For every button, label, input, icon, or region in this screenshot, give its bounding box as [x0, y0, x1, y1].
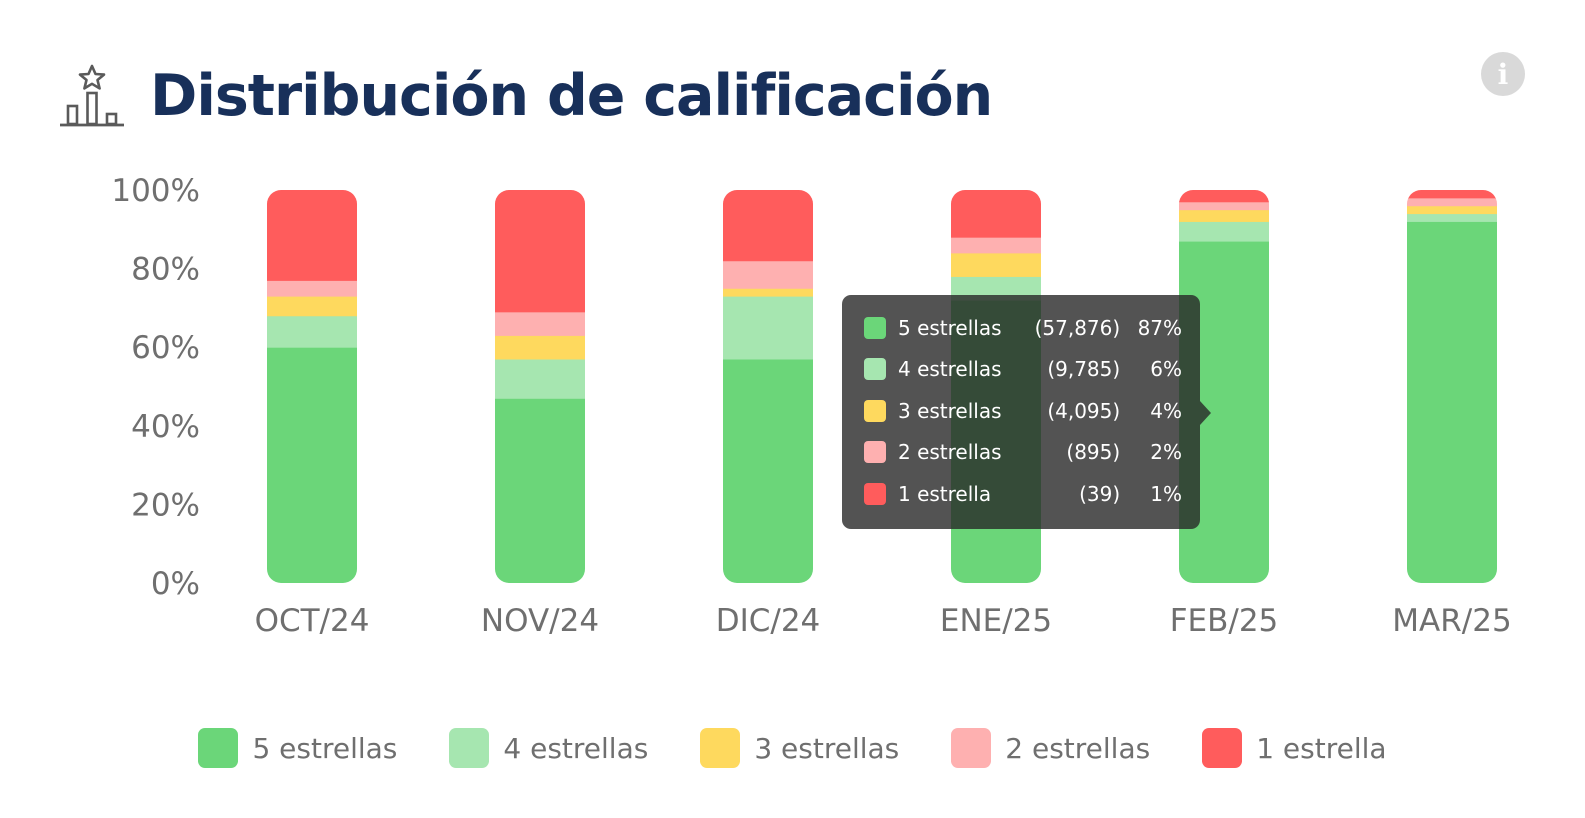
bar-segment-4-estrellas[interactable] — [723, 296, 813, 360]
bars — [267, 190, 1497, 584]
tooltip-swatch-4 — [864, 358, 886, 381]
y-tick-label: 100% — [111, 173, 200, 209]
legend-label: 4 estrellas — [503, 731, 649, 765]
y-tick-label: 0% — [151, 566, 200, 602]
legend-item-2-estrellas[interactable]: 2 estrellas — [951, 728, 1150, 768]
stacked-bar-chart: 0% 20% 40% 60% 80% 100% OCT/24 NOV/24 DIC/24 ENE… — [111, 173, 1512, 639]
legend-swatch — [1202, 728, 1243, 768]
bar-segment-3-estrellas[interactable] — [951, 252, 1041, 277]
bar-segment-4-estrellas[interactable] — [1179, 221, 1269, 242]
tooltip-swatch-2 — [864, 441, 886, 464]
bar-segment-5-estrellas[interactable] — [723, 358, 813, 584]
bar-segment-2-estrellas[interactable] — [495, 311, 585, 336]
legend-item-4-estrellas[interactable]: 4 estrellas — [449, 728, 648, 768]
info-glyph: i — [1497, 57, 1509, 91]
y-tick-label: 40% — [131, 409, 200, 445]
bar-segment-5-estrellas[interactable] — [495, 398, 585, 583]
legend-swatch — [700, 728, 741, 768]
tooltip-label: 4 estrellas — [898, 357, 1002, 382]
legend-item-3-estrellas[interactable]: 3 estrellas — [700, 728, 899, 768]
y-tick-label: 20% — [131, 487, 200, 523]
legend-label: 5 estrellas — [252, 731, 398, 765]
tooltip-label: 3 estrellas — [898, 398, 1002, 423]
bar-segment-1-estrella[interactable] — [495, 190, 585, 313]
legend-label: 2 estrellas — [1005, 731, 1151, 765]
tooltip-row-2: 2 estrellas (895) 2% — [864, 432, 1182, 474]
tooltip-label: 2 estrellas — [898, 440, 1002, 465]
bar-segment-2-estrellas[interactable] — [267, 280, 357, 297]
bar-segment-3-estrellas[interactable] — [267, 296, 357, 317]
legend-item-5-estrellas[interactable]: 5 estrellas — [198, 728, 397, 768]
tooltip-row-4: 4 estrellas (9,785) 6% — [864, 349, 1182, 391]
legend-label: 1 estrella — [1256, 731, 1387, 765]
tooltip: 5 estrellas (57,876) 87% 4 estrellas (9,… — [842, 295, 1211, 529]
bar-segment-1-estrella[interactable] — [723, 190, 813, 262]
info-icon[interactable]: i — [1481, 52, 1525, 96]
tooltip-pct: 6% — [1150, 357, 1183, 382]
legend-label: 3 estrellas — [754, 731, 900, 765]
bar-oct-24[interactable] — [267, 190, 357, 584]
bar-segment-4-estrellas[interactable] — [267, 315, 357, 348]
tooltip-row-1: 1 estrella (39) 1% — [864, 473, 1182, 515]
legend-swatch — [951, 728, 992, 768]
tooltip-pct: 2% — [1150, 440, 1183, 465]
tooltip-count: (895) — [1066, 440, 1121, 465]
tooltip-pct: 1% — [1150, 481, 1183, 506]
y-axis: 0% 20% 40% 60% 80% 100% — [111, 173, 200, 602]
bar-segment-3-estrellas[interactable] — [495, 335, 585, 360]
bar-segment-5-estrellas[interactable] — [1407, 221, 1497, 583]
chart-header: Distribución de calificación — [58, 56, 993, 136]
tooltip-swatch-1 — [864, 482, 886, 505]
bar-segment-2-estrellas[interactable] — [1407, 197, 1497, 207]
bar-segment-4-estrellas[interactable] — [495, 358, 585, 399]
bar-segment-1-estrella[interactable] — [951, 190, 1041, 238]
tooltip-label: 5 estrellas — [898, 315, 1002, 340]
tooltip-count: (57,876) — [1034, 315, 1121, 340]
y-tick-label: 80% — [131, 252, 200, 288]
legend-item-1-estrella[interactable]: 1 estrella — [1202, 728, 1387, 768]
bar-segment-3-estrellas[interactable] — [723, 288, 813, 297]
bar-mar-25[interactable] — [1407, 190, 1497, 584]
bar-nov-24[interactable] — [495, 190, 585, 584]
bar-segment-4-estrellas[interactable] — [1407, 213, 1497, 222]
tooltip-pct: 4% — [1150, 398, 1183, 423]
chart-title: Distribución de calificación — [150, 63, 993, 129]
bar-segment-3-estrellas[interactable] — [1407, 205, 1497, 215]
bar-segment-3-estrellas[interactable] — [1179, 209, 1269, 222]
tooltip-label: 1 estrella — [898, 481, 992, 506]
tooltip-pct: 87% — [1137, 315, 1183, 340]
bar-segment-1-estrella[interactable] — [1407, 190, 1497, 199]
tooltip-row-3: 3 estrellas (4,095) 4% — [864, 390, 1182, 432]
chart-legend: 5 estrellas 4 estrellas 3 estrellas 2 es… — [0, 728, 1585, 768]
tooltip-row-5: 5 estrellas (57,876) 87% — [864, 307, 1182, 349]
bar-segment-2-estrellas[interactable] — [723, 260, 813, 289]
x-tick-label: ENE/25 — [940, 603, 1052, 639]
rating-chart-icon — [60, 64, 124, 127]
bar-segment-2-estrellas[interactable] — [951, 237, 1041, 254]
x-tick-label: NOV/24 — [481, 603, 599, 639]
tooltip-count: (4,095) — [1047, 398, 1121, 423]
tooltip-count: (9,785) — [1047, 357, 1121, 382]
bar-dic-24[interactable] — [723, 190, 813, 584]
x-tick-label: FEB/25 — [1170, 603, 1279, 639]
x-tick-label: OCT/24 — [255, 603, 370, 639]
x-axis: OCT/24 NOV/24 DIC/24 ENE/25 FEB/25 MAR/25 — [255, 603, 1512, 639]
tooltip-count: (39) — [1079, 481, 1121, 506]
bar-segment-5-estrellas[interactable] — [267, 347, 357, 583]
bar-segment-2-estrellas[interactable] — [1179, 201, 1269, 211]
legend-swatch — [198, 728, 239, 768]
bar-segment-1-estrella[interactable] — [267, 190, 357, 281]
x-tick-label: MAR/25 — [1392, 603, 1511, 639]
tooltip-swatch-5 — [864, 316, 886, 339]
y-tick-label: 60% — [131, 330, 200, 366]
x-tick-label: DIC/24 — [716, 603, 821, 639]
bar-segment-1-estrella[interactable] — [1179, 190, 1269, 203]
tooltip-swatch-3 — [864, 399, 886, 422]
legend-swatch — [449, 728, 490, 768]
